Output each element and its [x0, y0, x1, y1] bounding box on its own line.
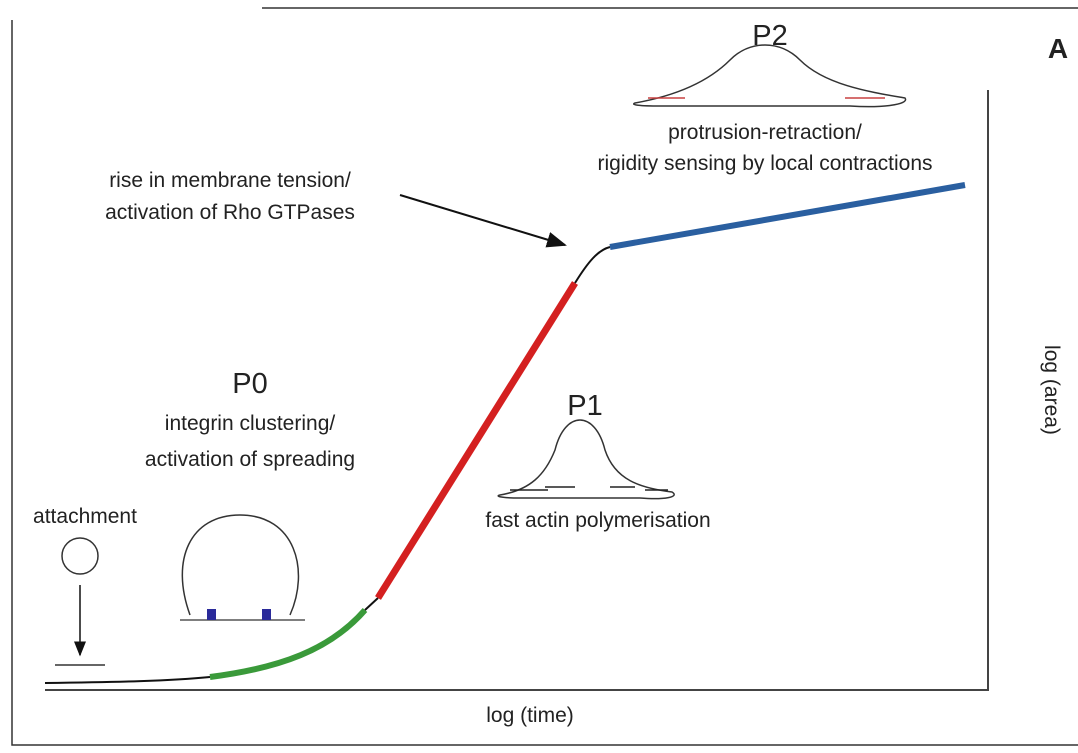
- p0-cell: [182, 515, 298, 615]
- phase-title: P1: [567, 390, 602, 422]
- annotation: rise in membrane tension/: [109, 169, 351, 192]
- integrin: [207, 609, 216, 620]
- phase-title: P0: [232, 368, 267, 400]
- p1-actin: [510, 487, 668, 490]
- annotation-arrow: [400, 195, 565, 245]
- curve-baseline: [45, 677, 210, 683]
- annotation: activation of Rho GTPases: [105, 201, 355, 224]
- round-cell: [62, 538, 98, 574]
- phase-description: protrusion-retraction/: [668, 121, 862, 144]
- figure: A log (time) log (area) attachment P0 in…: [0, 0, 1078, 753]
- attachment-label: attachment: [33, 505, 137, 528]
- phase-title: P2: [752, 20, 787, 52]
- curve-p1: [378, 283, 575, 598]
- phase-description: fast actin polymerisation: [485, 509, 710, 532]
- curve-link: [365, 598, 378, 610]
- x-axis-label: log (time): [486, 704, 574, 727]
- frame: [12, 8, 1078, 745]
- phase-description: rigidity sensing by local contractions: [598, 152, 933, 175]
- p1-cell: [498, 420, 674, 499]
- phase-description: activation of spreading: [145, 448, 355, 471]
- integrin: [262, 609, 271, 620]
- y-axis-label: log (area): [1040, 345, 1063, 435]
- panel-label: A: [1048, 33, 1068, 64]
- curve-p2: [610, 185, 965, 247]
- curve-transition: [575, 247, 610, 283]
- phase-description: integrin clustering/: [165, 412, 336, 435]
